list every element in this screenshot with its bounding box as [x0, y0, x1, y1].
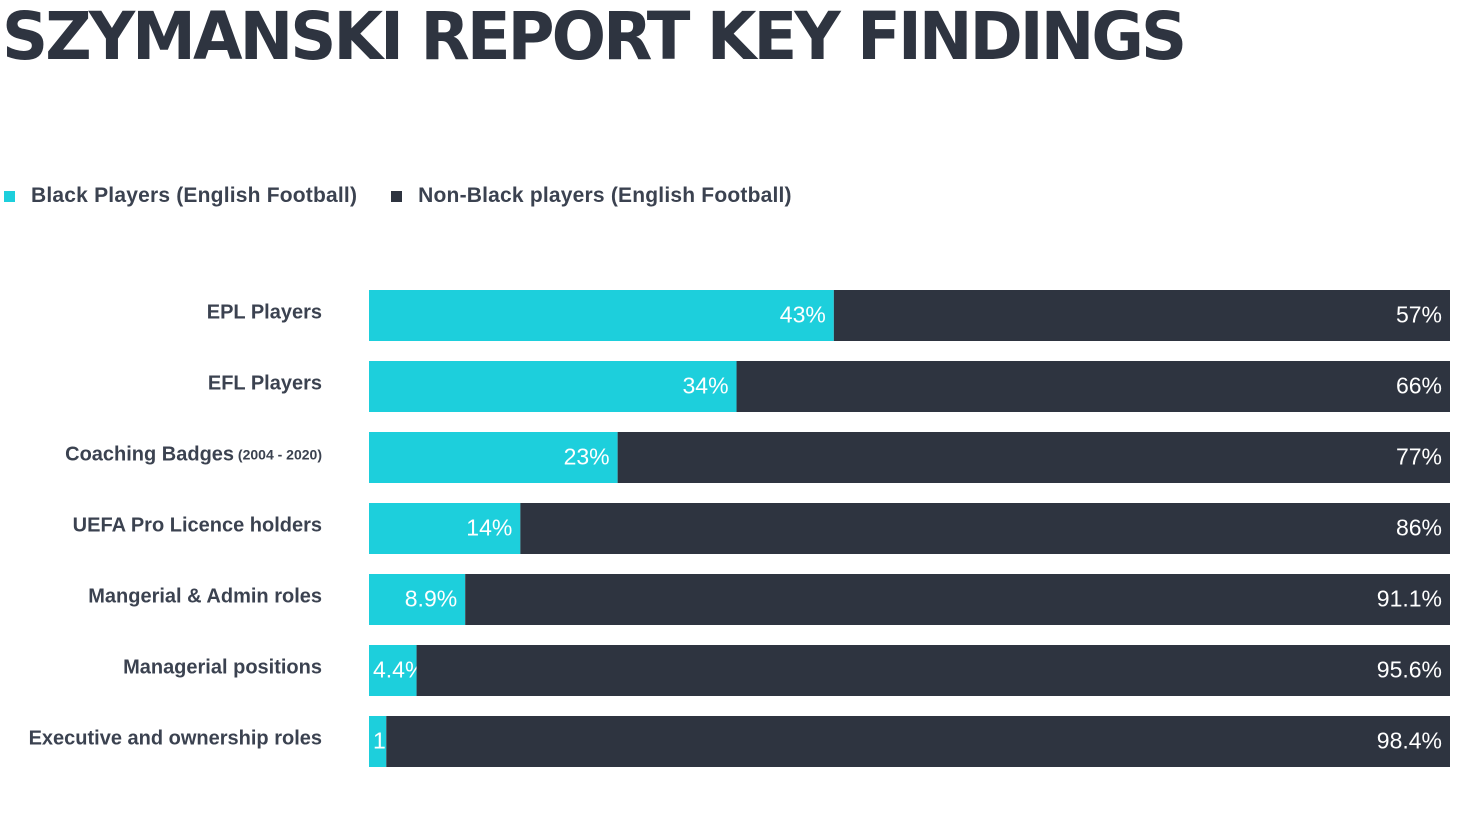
category-label: EFL Players [208, 373, 322, 395]
legend-swatch-non-black-players [391, 190, 403, 202]
data-label-non-black-players: 77% [1396, 444, 1442, 470]
data-label-non-black-players: 66% [1396, 373, 1442, 399]
legend-label-black-players: Black Players (English Football) [31, 184, 358, 207]
data-label-black-players: 14% [466, 515, 512, 541]
bar-segment-non-black-players [617, 432, 1450, 483]
bar-segment-black-players [369, 574, 466, 625]
bar-segment-black-players [369, 361, 737, 412]
bar-segment-non-black-players [416, 645, 1451, 696]
bar-segment-black-players [369, 645, 417, 696]
legend: Black Players (English Football) Non-Bla… [4, 184, 826, 208]
data-label-black-players: 34% [682, 373, 728, 399]
category-label: Mangerial & Admin roles [88, 586, 322, 608]
data-label-non-black-players: 95.6% [1377, 657, 1442, 683]
bar-segment-black-players [369, 503, 521, 554]
data-label-black-players: 23% [564, 444, 610, 470]
legend-swatch-black-players [4, 190, 15, 202]
data-label-non-black-players: 91.1% [1377, 586, 1442, 612]
category-label: Executive and ownership roles [29, 728, 322, 750]
bar-segment-non-black-players [465, 574, 1451, 625]
data-label-non-black-players: 57% [1396, 302, 1442, 328]
category-label: UEFA Pro Licence holders [73, 515, 322, 537]
legend-item-black-players: Black Players (English Football) [4, 184, 357, 208]
category-label: EPL Players [207, 302, 322, 324]
bar-segment-non-black-players [386, 716, 1450, 767]
data-label-black-players: 8.9% [405, 586, 457, 612]
data-label-black-players: 43% [780, 302, 826, 328]
category-label-sub: (2004 - 2020) [234, 446, 322, 462]
bar-segment-non-black-players [736, 361, 1450, 412]
legend-item-non-black-players: Non-Black players (English Football) [391, 184, 792, 208]
bar-segment-black-players [369, 716, 387, 767]
bar-segment-non-black-players [833, 290, 1450, 341]
category-label: Managerial positions [123, 657, 322, 679]
bar-segment-non-black-players [520, 503, 1450, 554]
category-label: Coaching Badges (2004 - 2020) [65, 444, 322, 466]
bar-segment-black-players [369, 290, 834, 341]
data-label-non-black-players: 98.4% [1377, 728, 1442, 754]
chart-title: SZYMANSKI REPORT KEY FINDINGS [2, 0, 1187, 75]
data-label-non-black-players: 86% [1396, 515, 1442, 541]
legend-label-non-black-players: Non-Black players (English Football) [418, 184, 792, 207]
bar-segment-black-players [369, 432, 618, 483]
